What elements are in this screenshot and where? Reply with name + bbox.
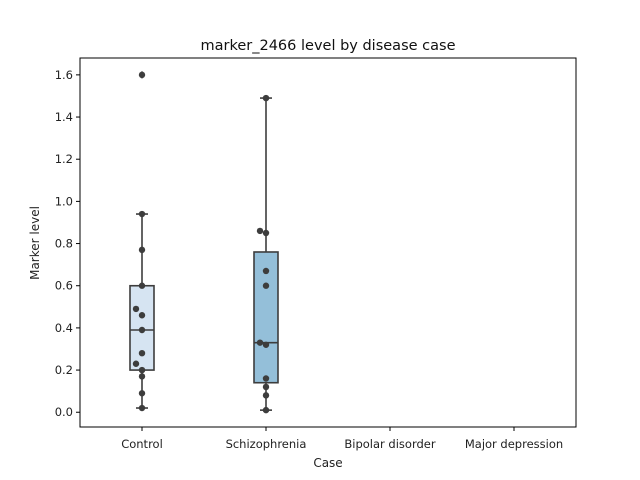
y-tick-label: 0.8: [55, 237, 73, 251]
data-point: [132, 305, 140, 313]
data-point: [138, 390, 146, 397]
data-point: [138, 282, 146, 289]
x-tick-label: Bipolar disorder: [344, 437, 435, 451]
x-tick-label: Schizophrenia: [226, 437, 307, 451]
data-point: [262, 341, 270, 348]
plot-area: 0.0 0.2 0.4 0.6 0.8 1.0 1.2 1.4 1.6 Control Schizo…: [55, 68, 563, 451]
data-point: [262, 282, 270, 289]
data-point: [138, 71, 146, 79]
data-point: [262, 392, 270, 399]
axes-frame: [79, 57, 577, 428]
data-point: [138, 210, 146, 218]
x-tick-label: Control: [121, 437, 163, 451]
x-tick-label: Major depression: [465, 437, 563, 451]
data-point: [262, 406, 270, 414]
data-point: [138, 373, 146, 380]
y-tick-label: 1.4: [55, 110, 73, 124]
y-tick-label: 0.6: [55, 279, 73, 293]
y-tick-label: 0.0: [55, 405, 73, 419]
y-axis-label: Marker level: [28, 206, 42, 280]
data-point: [262, 383, 270, 391]
y-tick-label: 1.2: [55, 152, 73, 166]
x-axis-label: Case: [313, 456, 342, 470]
data-point: [138, 366, 146, 374]
data-point: [262, 229, 270, 237]
data-point: [138, 326, 146, 334]
data-point: [138, 312, 146, 319]
data-point: [138, 404, 146, 412]
data-point: [256, 227, 264, 235]
y-tick-label: 1.6: [55, 68, 73, 82]
data-point: [262, 267, 270, 275]
data-point: [256, 339, 264, 346]
data-point: [138, 350, 146, 357]
data-point: [132, 360, 140, 367]
chart-title: marker_2466 level by disease case: [201, 38, 456, 54]
y-tick-label: 0.4: [55, 321, 73, 335]
y-tick-label: 0.2: [55, 363, 73, 377]
data-point: [262, 375, 270, 382]
data-point: [262, 94, 270, 102]
data-point: [138, 246, 146, 254]
y-tick-label: 1.0: [55, 194, 73, 208]
